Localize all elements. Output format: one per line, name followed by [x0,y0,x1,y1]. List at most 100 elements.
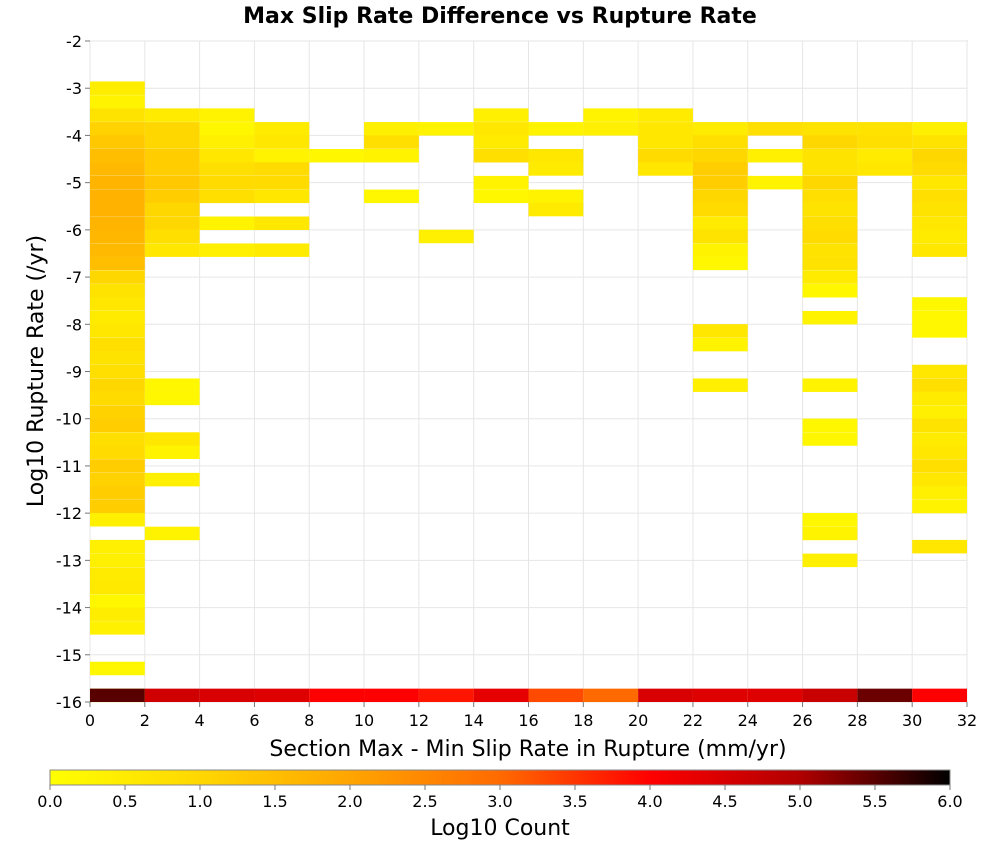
heatmap-cell-bottom [364,688,419,702]
colorbar-tick-label: 4.0 [637,792,662,811]
heatmap-cell [692,378,748,392]
heatmap-cell [90,567,145,581]
heatmap-cell [912,243,967,257]
heatmap-cell [912,364,967,379]
heatmap-cell [857,135,913,149]
x-tick-label: 20 [628,711,648,730]
heatmap-cell [90,310,145,325]
heatmap-cell [254,162,310,176]
heatmap-cell [144,526,200,541]
y-tick-label: -13 [56,551,82,570]
heatmap-cell [90,108,145,122]
x-tick-label: 10 [354,711,374,730]
heatmap-cell [90,324,145,338]
heatmap-cell [90,81,145,95]
heatmap-cell [857,122,913,136]
y-axis-ticks: -2 -3 -4 -5 -6 -7 -8 -9 -10 -11 -12 -13 -14 -15 -16 [56,32,90,712]
x-tick-label: 16 [518,711,538,730]
heatmap-cell [144,108,200,122]
colorbar-tick-label: 5.0 [787,792,812,811]
heatmap-cell [254,243,310,257]
heatmap-cell [473,175,529,190]
heatmap-cell-bottom [638,688,693,702]
colorbar-tick-label: 1.0 [187,792,212,811]
heatmap-cell [912,418,967,433]
heatmap-cell [638,162,693,176]
heatmap-cell [638,148,693,163]
heatmap-cell [912,378,967,392]
heatmap-cell [802,284,858,298]
heatmap-cell [90,270,145,284]
heatmap-cell [912,324,967,338]
heatmap-cell [364,148,419,163]
heatmap-cell [912,135,967,149]
x-tick-label: 18 [573,711,593,730]
heatmap-cell [583,108,639,122]
heatmap-cell [90,122,145,136]
heatmap-cell [912,202,967,217]
heatmap-cell [802,189,858,204]
x-axis-label: Section Max - Min Slip Rate in Rupture (… [269,737,786,762]
heatmap-cell [747,148,803,163]
heatmap-cell [802,270,858,284]
heatmap-cell [638,108,693,122]
heatmap-cell [857,162,913,176]
y-tick-label: -7 [66,268,82,287]
heatmap-cell [90,229,145,244]
heatmap-cell [90,580,145,595]
x-tick-label: 14 [464,711,484,730]
heatmap-cell [692,162,748,176]
heatmap-cell [857,148,913,163]
colorbar-tick-label: 3.5 [562,792,587,811]
heatmap-cell-bottom [144,688,200,702]
y-axis-label: Log10 Rupture Rate (/yr) [24,235,49,507]
y-tick-label: -6 [66,221,82,240]
colorbar-tick-label: 3.0 [487,792,512,811]
heatmap-cell [802,229,858,244]
heatmap-cell [90,202,145,217]
heatmap-cell [90,175,145,190]
heatmap-cell [90,418,145,433]
heatmap-cell [418,122,474,136]
heatmap-cell [90,621,145,635]
heatmap-cell [90,189,145,204]
x-tick-label: 8 [304,711,314,730]
heatmap-cell [912,405,967,419]
chart-title: Max Slip Rate Difference vs Rupture Rate [243,4,757,29]
heatmap-cell [528,122,584,136]
heatmap-cell [90,405,145,419]
colorbar-tick-label: 0.0 [37,792,62,811]
colorbar-tick-label: 1.5 [262,792,287,811]
y-tick-label: -12 [56,504,82,523]
heatmap-cell [90,95,145,109]
heatmap-cell [199,162,255,176]
heatmap-cell [912,539,967,554]
heatmap-cell [144,229,200,244]
y-tick-label: -4 [66,126,82,145]
heatmap-cell [144,135,200,149]
heatmap-cell [90,162,145,176]
heatmap-cell [912,122,967,136]
y-tick-label: -8 [66,315,82,334]
heatmap-cell-bottom [528,688,584,702]
x-tick-label: 26 [792,711,812,730]
heatmap-cell [692,148,748,163]
y-tick-label: -16 [56,693,82,712]
heatmap-cell [90,661,145,676]
heatmap-cell [90,472,145,487]
heatmap-cell [90,513,145,527]
heatmap-cell [254,216,310,230]
x-tick-label: 30 [902,711,922,730]
heatmap-cell-bottom [254,688,310,702]
heatmap-cell [473,135,529,149]
heatmap-cell [912,189,967,204]
heatmap-cell [473,148,529,163]
heatmap-cell [692,229,748,244]
heatmap-cell-bottom [692,688,748,702]
heatmap-cell [199,175,255,190]
heatmap-cell [144,189,200,204]
heatmap-cell [90,486,145,500]
x-tick-label: 4 [195,711,205,730]
heatmap-cell [144,148,200,163]
x-tick-label: 32 [957,711,977,730]
